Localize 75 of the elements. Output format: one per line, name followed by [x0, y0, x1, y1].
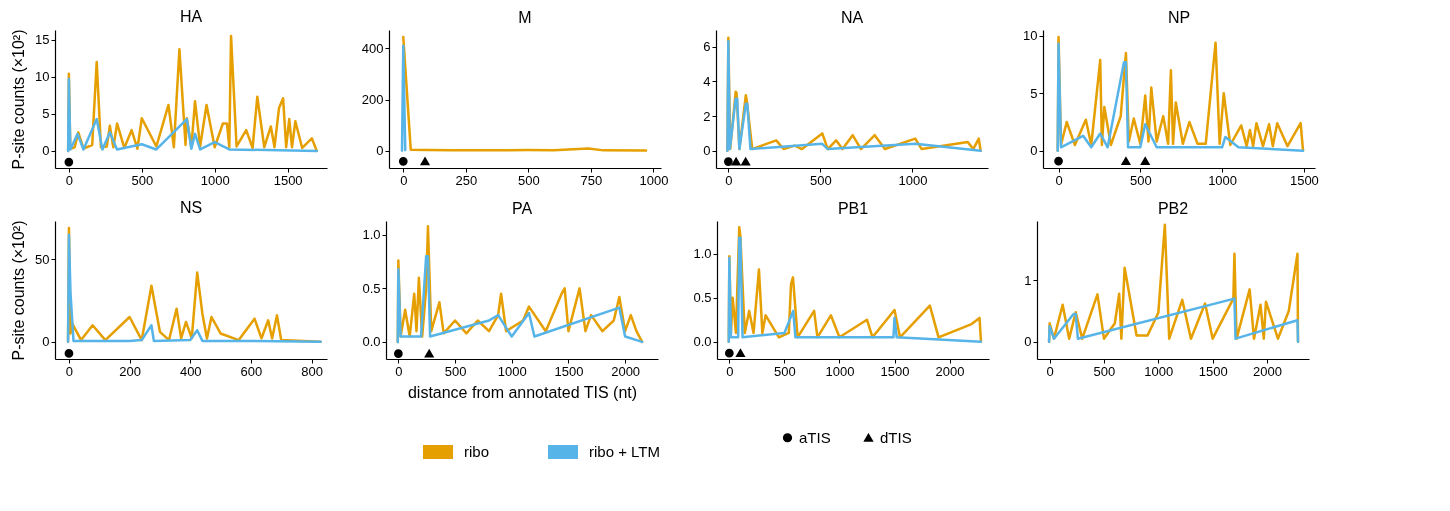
chart-title: NS [179, 198, 203, 216]
y-tick-label: 1 [1024, 272, 1032, 288]
y-tick-label: 1.0 [693, 246, 712, 262]
x-tick-label: 200 [119, 363, 141, 379]
x-tick-label: 1500 [273, 172, 303, 188]
legend-label: ribo + LTM [589, 443, 660, 460]
y-tick-label: 10 [35, 69, 50, 85]
chart-title: M [518, 9, 532, 26]
y-tick-label: 0.5 [693, 290, 712, 306]
x-tick-label: 2000 [935, 363, 965, 379]
x-tick-label: 1500 [880, 363, 910, 379]
y-tick-label: 0.5 [362, 280, 381, 296]
y-tick-label: 10 [1023, 28, 1038, 44]
x-tick-label: 1500 [1198, 363, 1228, 379]
x-tick-label: 1000 [497, 363, 527, 379]
y-tick-label: 0 [376, 143, 384, 159]
x-tick-label: 1500 [554, 363, 584, 379]
x-tick-label: 400 [179, 363, 202, 379]
x-axis-title: distance from annotated TIS (nt) [407, 383, 638, 401]
y-tick-label: 0 [1030, 143, 1038, 159]
chart-title: PB1 [837, 200, 869, 217]
x-tick-label: 1000 [898, 172, 928, 188]
legend-label: ribo [464, 443, 490, 460]
x-tick-label: 0 [65, 172, 73, 188]
legend-label: aTIS [799, 428, 831, 446]
x-tick-label: 0 [725, 172, 733, 188]
y-tick-label: 1.0 [362, 227, 381, 243]
y-axis-title: P-site counts (×10²) [10, 220, 28, 361]
x-tick-label: 1000 [200, 172, 230, 188]
x-tick-label: 0 [726, 363, 734, 379]
x-tick-label: 800 [301, 363, 323, 379]
x-tick-label: 0 [1055, 172, 1063, 188]
x-tick-label: 0 [1046, 363, 1054, 379]
x-tick-label: 500 [518, 172, 540, 188]
y-tick-label: 50 [35, 251, 50, 267]
y-tick-label: 0 [42, 143, 50, 159]
x-tick-label: 250 [455, 172, 478, 188]
x-tick-label: 1000 [1208, 172, 1238, 188]
y-tick-label: 5 [1030, 85, 1038, 101]
y-tick-label: 0 [42, 334, 50, 350]
x-tick-label: 0 [395, 363, 403, 379]
x-tick-label: 600 [240, 363, 263, 379]
x-tick-label: 500 [774, 363, 796, 379]
x-tick-label: 2000 [1253, 363, 1282, 379]
y-axis-title: P-site counts (×10²) [10, 29, 28, 170]
x-tick-label: 500 [444, 363, 467, 379]
chart-title: NA [840, 9, 864, 26]
y-tick-label: 15 [35, 32, 50, 48]
y-tick-label: 400 [361, 40, 384, 56]
x-tick-label: 1000 [1144, 363, 1174, 379]
y-tick-label: 0 [1024, 334, 1032, 350]
legend-label: dTIS [880, 428, 912, 446]
x-tick-label: 2000 [611, 363, 641, 379]
chart-title: HA [179, 7, 203, 25]
y-tick-label: 0.0 [362, 334, 381, 350]
chart-title: NP [1167, 8, 1191, 26]
x-tick-label: 750 [580, 172, 603, 188]
chart-title: PB2 [1157, 200, 1189, 217]
y-tick-label: 0 [703, 143, 711, 159]
y-tick-label: 4 [703, 73, 711, 89]
x-tick-label: 500 [131, 172, 154, 188]
x-tick-label: 500 [810, 172, 832, 188]
x-tick-label: 500 [1093, 363, 1116, 379]
y-tick-label: 0.0 [693, 334, 712, 350]
x-tick-label: 500 [1129, 172, 1152, 188]
y-tick-label: 5 [42, 106, 50, 122]
x-tick-label: 1500 [1289, 172, 1319, 188]
chart-title: PA [511, 200, 533, 217]
x-tick-label: 0 [65, 363, 74, 379]
y-tick-label: 6 [703, 39, 711, 55]
x-tick-label: 1000 [639, 172, 669, 188]
x-tick-label: 1000 [825, 363, 855, 379]
y-tick-label: 2 [703, 108, 711, 124]
x-tick-label: 0 [400, 172, 408, 188]
y-tick-label: 200 [361, 92, 384, 108]
